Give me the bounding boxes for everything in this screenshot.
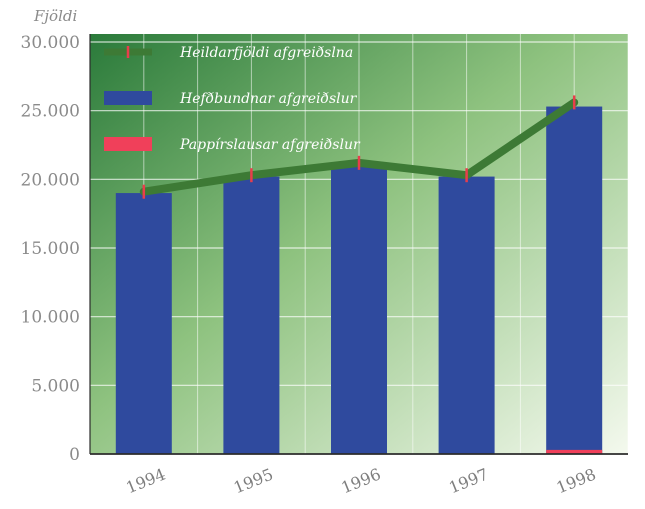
bar-hefdbundnar-1997 <box>438 176 495 454</box>
y-tick-label: 10.000 <box>21 308 80 328</box>
x-tick-label: 1997 <box>446 464 491 497</box>
legend-swatch-pappirslausar <box>104 137 152 151</box>
y-tick-label: 20.000 <box>21 170 80 190</box>
bar-hefdbundnar-1998 <box>546 106 603 455</box>
y-tick-label: 0 <box>69 445 80 465</box>
total-line <box>139 95 579 199</box>
bars <box>115 106 603 455</box>
x-tick-label: 1996 <box>339 464 384 497</box>
legend: Heildarfjöldi afgreiðslna Hefðbundnar afg… <box>104 45 361 153</box>
x-tick-label: 1994 <box>123 464 168 497</box>
bar-hefdbundnar-1994 <box>115 193 172 455</box>
legend-label: Hefðbundnar afgreiðslur <box>179 91 358 107</box>
legend-label: Heildarfjöldi afgreiðslna <box>179 45 353 61</box>
legend-label: Pappírslausar afgreiðslur <box>179 137 361 153</box>
y-tick-label: 25.000 <box>21 102 80 122</box>
y-axis-label: Fjöldi <box>33 7 77 25</box>
bar-pappirslausar-1998 <box>546 449 603 454</box>
bar-hefdbundnar-1995 <box>223 176 280 454</box>
x-tick-label: 1995 <box>231 464 276 497</box>
axes: 0 5.000 10.000 15.000 20.000 25.000 30.000 1994… <box>21 7 628 497</box>
legend-swatch-hefdbundnar <box>104 91 152 105</box>
bar-hefdbundnar-1996 <box>331 164 387 454</box>
x-tick-label: 1998 <box>554 464 599 497</box>
y-tick-label: 5.000 <box>31 376 80 396</box>
y-tick-label: 15.000 <box>21 239 80 259</box>
y-tick-label: 30.000 <box>21 33 80 53</box>
